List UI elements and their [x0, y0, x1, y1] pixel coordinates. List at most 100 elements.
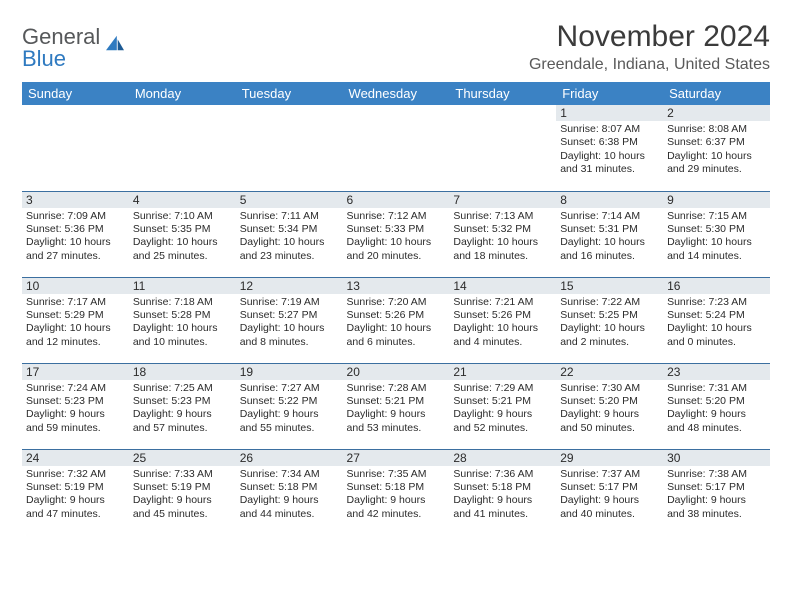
calendar-cell: 24 Sunrise: 7:32 AMSunset: 5:19 PMDayligh…: [22, 449, 129, 535]
day-number: 4: [129, 192, 236, 208]
daylight-text: Daylight: 10 hours and 12 minutes.: [26, 322, 125, 349]
weekday-header: Wednesday: [343, 82, 450, 105]
calendar-cell: [236, 105, 343, 191]
weekday-header: Monday: [129, 82, 236, 105]
day-number: 18: [129, 364, 236, 380]
sunset-text: Sunset: 5:25 PM: [560, 309, 659, 322]
sunset-text: Sunset: 5:21 PM: [347, 395, 446, 408]
calendar-cell: 4Sunrise: 7:10 AMSunset: 5:35 PMDaylight…: [129, 191, 236, 277]
calendar-cell: 9 Sunrise: 7:15 AMSunset: 5:30 PMDaylight…: [663, 191, 770, 277]
daylight-text: Daylight: 10 hours and 14 minutes.: [667, 236, 766, 263]
day-info: Sunrise: 7:34 AMSunset: 5:18 PMDaylight:…: [240, 468, 339, 522]
day-info: Sunrise: 7:28 AMSunset: 5:21 PMDaylight:…: [347, 382, 446, 436]
calendar-cell: 27Sunrise: 7:35 AMSunset: 5:18 PMDayligh…: [343, 449, 450, 535]
sunrise-text: Sunrise: 7:38 AM: [667, 468, 766, 481]
day-number: [129, 105, 236, 121]
sunset-text: Sunset: 5:24 PM: [667, 309, 766, 322]
day-number: 23: [663, 364, 770, 380]
calendar-cell: 8Sunrise: 7:14 AMSunset: 5:31 PMDaylight…: [556, 191, 663, 277]
daylight-text: Daylight: 10 hours and 2 minutes.: [560, 322, 659, 349]
sunrise-text: Sunrise: 7:20 AM: [347, 296, 446, 309]
day-number: 24: [22, 450, 129, 466]
sunrise-text: Sunrise: 7:23 AM: [667, 296, 766, 309]
calendar-page: General Blue November 2024 Greendale, In…: [0, 0, 792, 555]
calendar-cell: 19Sunrise: 7:27 AMSunset: 5:22 PMDayligh…: [236, 363, 343, 449]
day-number: 19: [236, 364, 343, 380]
daylight-text: Daylight: 9 hours and 44 minutes.: [240, 494, 339, 521]
day-number: 21: [449, 364, 556, 380]
sunrise-text: Sunrise: 7:15 AM: [667, 210, 766, 223]
day-info: Sunrise: 7:15 AMSunset: 5:30 PMDaylight:…: [667, 210, 766, 264]
sunset-text: Sunset: 5:21 PM: [453, 395, 552, 408]
day-info: Sunrise: 7:32 AMSunset: 5:19 PMDaylight:…: [26, 468, 125, 522]
sunrise-text: Sunrise: 7:28 AM: [347, 382, 446, 395]
daylight-text: Daylight: 9 hours and 47 minutes.: [26, 494, 125, 521]
calendar-cell: 6Sunrise: 7:12 AMSunset: 5:33 PMDaylight…: [343, 191, 450, 277]
sunrise-text: Sunrise: 7:24 AM: [26, 382, 125, 395]
daylight-text: Daylight: 10 hours and 31 minutes.: [560, 150, 659, 177]
calendar-cell: 12Sunrise: 7:19 AMSunset: 5:27 PMDayligh…: [236, 277, 343, 363]
calendar-cell: 17Sunrise: 7:24 AMSunset: 5:23 PMDayligh…: [22, 363, 129, 449]
calendar-cell: 11Sunrise: 7:18 AMSunset: 5:28 PMDayligh…: [129, 277, 236, 363]
calendar-cell: 21 Sunrise: 7:29 AMSunset: 5:21 PMDayligh…: [449, 363, 556, 449]
sunset-text: Sunset: 6:38 PM: [560, 136, 659, 149]
daylight-text: Daylight: 9 hours and 52 minutes.: [453, 408, 552, 435]
day-number: 2: [663, 105, 770, 121]
day-number: 9: [663, 192, 770, 208]
sunrise-text: Sunrise: 7:22 AM: [560, 296, 659, 309]
sunrise-text: Sunrise: 7:13 AM: [453, 210, 552, 223]
sunrise-text: Sunrise: 7:18 AM: [133, 296, 232, 309]
weekday-header: Tuesday: [236, 82, 343, 105]
daylight-text: Daylight: 9 hours and 38 minutes.: [667, 494, 766, 521]
day-info: Sunrise: 7:23 AMSunset: 5:24 PMDaylight:…: [667, 296, 766, 350]
brand-line1: General: [22, 26, 100, 48]
calendar-cell: 7Sunrise: 7:13 AMSunset: 5:32 PMDaylight…: [449, 191, 556, 277]
calendar-cell: 30Sunrise: 7:38 AMSunset: 5:17 PMDayligh…: [663, 449, 770, 535]
daylight-text: Daylight: 10 hours and 0 minutes.: [667, 322, 766, 349]
day-info: Sunrise: 7:24 AMSunset: 5:23 PMDaylight:…: [26, 382, 125, 436]
daylight-text: Daylight: 10 hours and 29 minutes.: [667, 150, 766, 177]
day-info: Sunrise: 7:25 AMSunset: 5:23 PMDaylight:…: [133, 382, 232, 436]
sunset-text: Sunset: 5:31 PM: [560, 223, 659, 236]
sunrise-text: Sunrise: 7:34 AM: [240, 468, 339, 481]
day-number: 14: [449, 278, 556, 294]
calendar-cell: 18 Sunrise: 7:25 AMSunset: 5:23 PMDayligh…: [129, 363, 236, 449]
day-number: 15: [556, 278, 663, 294]
calendar-cell: [22, 105, 129, 191]
calendar-cell: 1Sunrise: 8:07 AMSunset: 6:38 PMDaylight…: [556, 105, 663, 191]
calendar-cell: 28 Sunrise: 7:36 AMSunset: 5:18 PMDayligh…: [449, 449, 556, 535]
calendar-cell: 29Sunrise: 7:37 AMSunset: 5:17 PMDayligh…: [556, 449, 663, 535]
calendar-cell: [449, 105, 556, 191]
daylight-text: Daylight: 9 hours and 59 minutes.: [26, 408, 125, 435]
sunrise-text: Sunrise: 7:21 AM: [453, 296, 552, 309]
day-info: Sunrise: 7:19 AMSunset: 5:27 PMDaylight:…: [240, 296, 339, 350]
day-info: Sunrise: 7:37 AMSunset: 5:17 PMDaylight:…: [560, 468, 659, 522]
day-info: Sunrise: 7:38 AMSunset: 5:17 PMDaylight:…: [667, 468, 766, 522]
day-number: 28: [449, 450, 556, 466]
day-number: 11: [129, 278, 236, 294]
day-info: Sunrise: 7:13 AMSunset: 5:32 PMDaylight:…: [453, 210, 552, 264]
calendar-header-row: SundayMondayTuesdayWednesdayThursdayFrid…: [22, 82, 770, 105]
day-number: 26: [236, 450, 343, 466]
sunrise-text: Sunrise: 7:27 AM: [240, 382, 339, 395]
day-number: [343, 105, 450, 121]
sunrise-text: Sunrise: 7:32 AM: [26, 468, 125, 481]
day-info: Sunrise: 7:36 AMSunset: 5:18 PMDaylight:…: [453, 468, 552, 522]
daylight-text: Daylight: 10 hours and 8 minutes.: [240, 322, 339, 349]
daylight-text: Daylight: 9 hours and 41 minutes.: [453, 494, 552, 521]
sunset-text: Sunset: 5:34 PM: [240, 223, 339, 236]
sunset-text: Sunset: 5:23 PM: [133, 395, 232, 408]
sunset-text: Sunset: 6:37 PM: [667, 136, 766, 149]
calendar-cell: 26 Sunrise: 7:34 AMSunset: 5:18 PMDayligh…: [236, 449, 343, 535]
sunset-text: Sunset: 5:17 PM: [667, 481, 766, 494]
calendar-week-row: 10Sunrise: 7:17 AMSunset: 5:29 PMDayligh…: [22, 277, 770, 363]
sunrise-text: Sunrise: 7:35 AM: [347, 468, 446, 481]
sunset-text: Sunset: 5:18 PM: [240, 481, 339, 494]
sunrise-text: Sunrise: 8:08 AM: [667, 123, 766, 136]
day-number: 22: [556, 364, 663, 380]
weekday-header: Saturday: [663, 82, 770, 105]
weekday-header: Thursday: [449, 82, 556, 105]
day-info: Sunrise: 7:14 AMSunset: 5:31 PMDaylight:…: [560, 210, 659, 264]
day-info: Sunrise: 7:29 AMSunset: 5:21 PMDaylight:…: [453, 382, 552, 436]
sunset-text: Sunset: 5:36 PM: [26, 223, 125, 236]
